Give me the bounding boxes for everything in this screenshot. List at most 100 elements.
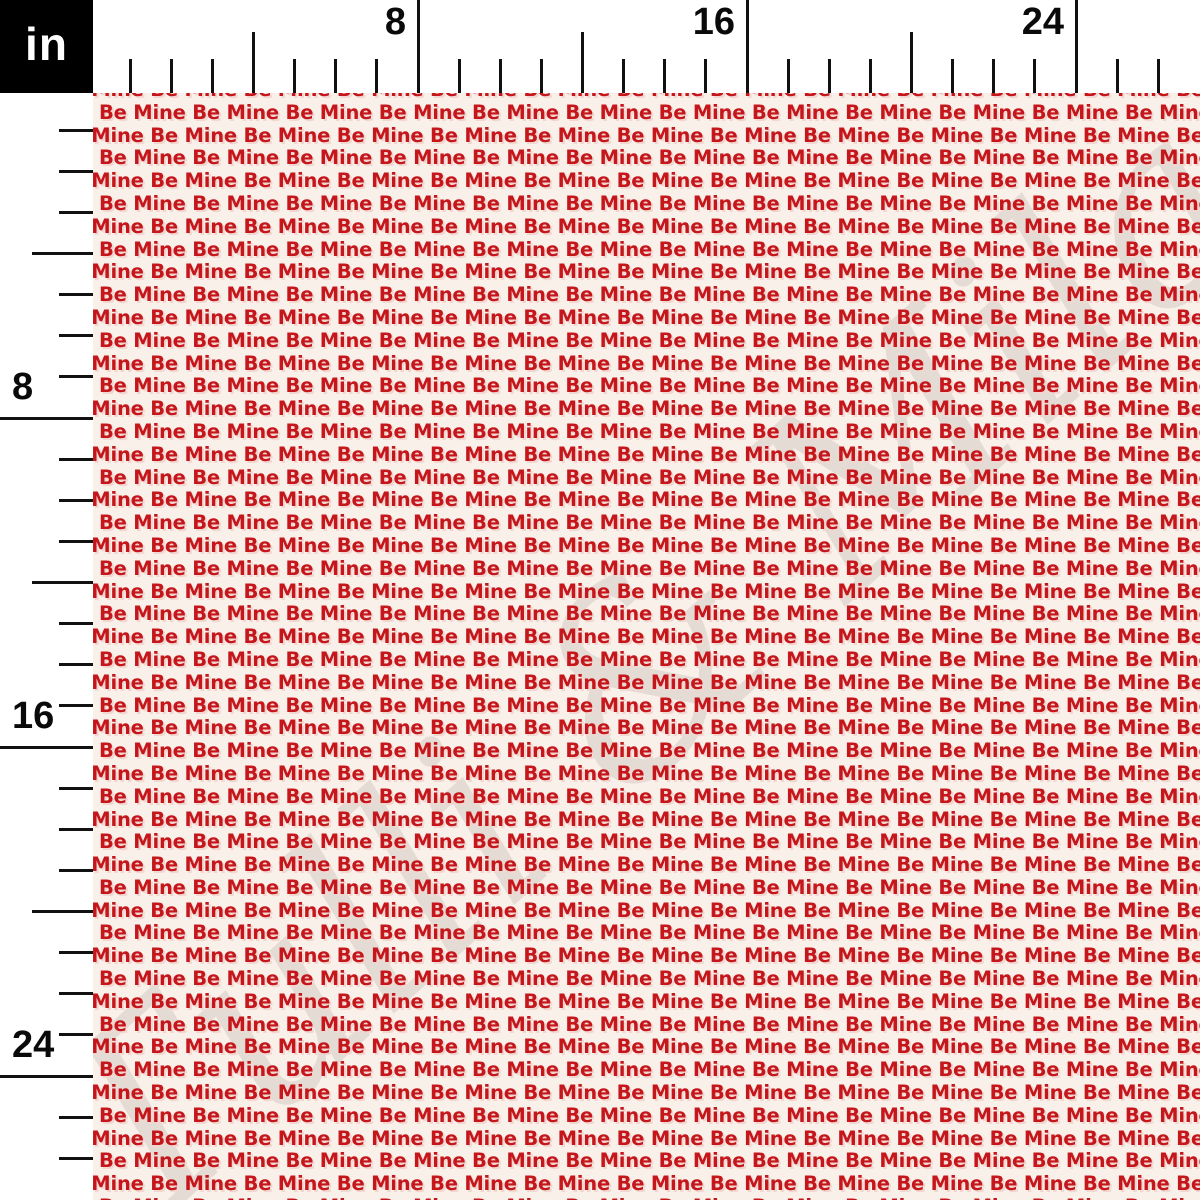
pattern-row: Be Mine Be Mine Be Mine Be Mine Be Mine … xyxy=(99,1103,1200,1127)
pattern-row: Be Mine Be Mine Be Mine Be Mine Be Mine … xyxy=(93,625,1200,649)
pattern-row: Be Mine Be Mine Be Mine Be Mine Be Mine … xyxy=(93,670,1200,694)
pattern-rows: Be Mine Be Mine Be Mine Be Mine Be Mine … xyxy=(93,93,1200,1200)
ruler-tick-25in xyxy=(59,1115,93,1119)
pattern-row: Be Mine Be Mine Be Mine Be Mine Be Mine … xyxy=(99,374,1200,398)
ruler-tick-20in xyxy=(910,32,913,93)
ruler-tick-8in xyxy=(0,416,93,420)
ruler-tick-13in xyxy=(59,622,93,626)
pattern-row: Be Mine Be Mine Be Mine Be Mine Be Mine … xyxy=(99,237,1200,261)
ruler-tick-1in xyxy=(59,128,93,132)
ruler-tick-22in xyxy=(59,992,93,996)
pattern-row: Be Mine Be Mine Be Mine Be Mine Be Mine … xyxy=(93,761,1200,785)
ruler-number-24: 24 xyxy=(1021,1,1064,43)
pattern-row: Be Mine Be Mine Be Mine Be Mine Be Mine … xyxy=(93,1172,1200,1196)
ruler-left: 8 16 24 xyxy=(0,0,93,1200)
pattern-row: Be Mine Be Mine Be Mine Be Mine Be Mine … xyxy=(99,1149,1200,1173)
ruler-tick-25in xyxy=(1115,59,1119,93)
ruler-number-24: 24 xyxy=(12,1024,55,1066)
pattern-row: Be Mine Be Mine Be Mine Be Mine Be Mine … xyxy=(99,419,1200,443)
ruler-tick-17in xyxy=(786,59,790,93)
ruler-number-8: 8 xyxy=(12,366,34,408)
pattern-row: Be Mine Be Mine Be Mine Be Mine Be Mine … xyxy=(99,100,1200,124)
pattern-row: Be Mine Be Mine Be Mine Be Mine Be Mine … xyxy=(93,579,1200,603)
ruler-tick-21in xyxy=(951,59,955,93)
ruler-tick-19in xyxy=(868,59,872,93)
ruler-tick-8in xyxy=(416,0,420,93)
pattern-row: Be Mine Be Mine Be Mine Be Mine Be Mine … xyxy=(99,283,1200,307)
ruler-unit-label: in xyxy=(25,17,68,70)
pattern-row: Be Mine Be Mine Be Mine Be Mine Be Mine … xyxy=(99,556,1200,580)
pattern-row: Be Mine Be Mine Be Mine Be Mine Be Mine … xyxy=(93,214,1200,238)
ruler-tick-12in xyxy=(32,581,93,584)
ruler-number-8: 8 xyxy=(384,1,406,43)
ruler-tick-6in xyxy=(334,59,338,93)
ruler-tick-15in xyxy=(59,704,93,708)
fabric-pattern: Tulli & Mila Be Mine Be Mine Be Mine Be … xyxy=(93,93,1200,1200)
pattern-row: Be Mine Be Mine Be Mine Be Mine Be Mine … xyxy=(93,1126,1200,1150)
pattern-row: Be Mine Be Mine Be Mine Be Mine Be Mine … xyxy=(99,146,1200,170)
pattern-row: Be Mine Be Mine Be Mine Be Mine Be Mine … xyxy=(93,123,1200,147)
ruler-tick-6in xyxy=(59,334,93,338)
ruler-tick-10in xyxy=(498,59,502,93)
pattern-row: Be Mine Be Mine Be Mine Be Mine Be Mine … xyxy=(93,716,1200,740)
ruler-tick-22in xyxy=(992,59,996,93)
pattern-row: Be Mine Be Mine Be Mine Be Mine Be Mine … xyxy=(93,944,1200,968)
pattern-row: Be Mine Be Mine Be Mine Be Mine Be Mine … xyxy=(93,1195,1200,1200)
pattern-row: Be Mine Be Mine Be Mine Be Mine Be Mine … xyxy=(99,784,1200,808)
pattern-row: Be Mine Be Mine Be Mine Be Mine Be Mine … xyxy=(93,853,1200,877)
ruler-tick-16in xyxy=(745,0,749,93)
pattern-row: Be Mine Be Mine Be Mine Be Mine Be Mine … xyxy=(99,511,1200,535)
pattern-row: Be Mine Be Mine Be Mine Be Mine Be Mine … xyxy=(99,830,1200,854)
pattern-row: Be Mine Be Mine Be Mine Be Mine Be Mine … xyxy=(93,442,1200,466)
pattern-row: Be Mine Be Mine Be Mine Be Mine Be Mine … xyxy=(99,647,1200,671)
ruler-tick-18in xyxy=(827,59,831,93)
ruler-tick-10in xyxy=(59,498,93,502)
pattern-row: Be Mine Be Mine Be Mine Be Mine Be Mine … xyxy=(93,533,1200,557)
ruler-number-16: 16 xyxy=(12,695,55,737)
ruler-tick-26in xyxy=(1156,59,1160,93)
pattern-row: Be Mine Be Mine Be Mine Be Mine Be Mine … xyxy=(93,989,1200,1013)
ruler-tick-5in xyxy=(59,293,93,297)
ruler-tick-2in xyxy=(169,59,173,93)
pattern-row: Be Mine Be Mine Be Mine Be Mine Be Mine … xyxy=(99,739,1200,763)
ruler-tick-13in xyxy=(622,59,626,93)
ruler-tick-24in xyxy=(1074,0,1078,93)
ruler-tick-9in xyxy=(59,457,93,461)
ruler-tick-20in xyxy=(32,910,93,913)
pattern-row: Be Mine Be Mine Be Mine Be Mine Be Mine … xyxy=(99,191,1200,215)
ruler-tick-16in xyxy=(0,745,93,749)
ruler-unit-box: in xyxy=(0,0,93,93)
ruler-tick-12in xyxy=(581,32,584,93)
ruler-tick-11in xyxy=(539,59,543,93)
ruler-tick-5in xyxy=(293,59,297,93)
ruler-tick-1in xyxy=(128,59,132,93)
pattern-row: Be Mine Be Mine Be Mine Be Mine Be Mine … xyxy=(99,875,1200,899)
pattern-row: Be Mine Be Mine Be Mine Be Mine Be Mine … xyxy=(99,328,1200,352)
pattern-row: Be Mine Be Mine Be Mine Be Mine Be Mine … xyxy=(93,1035,1200,1059)
ruler-tick-7in xyxy=(59,375,93,379)
ruler-tick-17in xyxy=(59,786,93,790)
ruler-tick-2in xyxy=(59,169,93,173)
ruler-tick-15in xyxy=(704,59,708,93)
ruler-tick-14in xyxy=(59,663,93,667)
pattern-row: Be Mine Be Mine Be Mine Be Mine Be Mine … xyxy=(99,465,1200,489)
pattern-row: Be Mine Be Mine Be Mine Be Mine Be Mine … xyxy=(93,397,1200,421)
pattern-row: Be Mine Be Mine Be Mine Be Mine Be Mine … xyxy=(93,898,1200,922)
ruler-tick-4in xyxy=(32,252,93,255)
pattern-row: Be Mine Be Mine Be Mine Be Mine Be Mine … xyxy=(99,602,1200,626)
ruler-tick-7in xyxy=(375,59,379,93)
ruler-tick-21in xyxy=(59,951,93,955)
ruler-tick-3in xyxy=(210,59,214,93)
ruler-tick-4in xyxy=(252,32,255,93)
pattern-row: Be Mine Be Mine Be Mine Be Mine Be Mine … xyxy=(93,351,1200,375)
ruler-number-16: 16 xyxy=(692,1,735,43)
pattern-row: Be Mine Be Mine Be Mine Be Mine Be Mine … xyxy=(99,921,1200,945)
ruler-tick-19in xyxy=(59,868,93,872)
ruler-top: 8 16 24 xyxy=(0,0,1200,93)
ruler-tick-18in xyxy=(59,827,93,831)
ruler-tick-3in xyxy=(59,210,93,214)
pattern-row: Be Mine Be Mine Be Mine Be Mine Be Mine … xyxy=(99,1058,1200,1082)
pattern-row: Be Mine Be Mine Be Mine Be Mine Be Mine … xyxy=(93,169,1200,193)
pattern-row: Be Mine Be Mine Be Mine Be Mine Be Mine … xyxy=(93,488,1200,512)
pattern-row: Be Mine Be Mine Be Mine Be Mine Be Mine … xyxy=(99,693,1200,717)
